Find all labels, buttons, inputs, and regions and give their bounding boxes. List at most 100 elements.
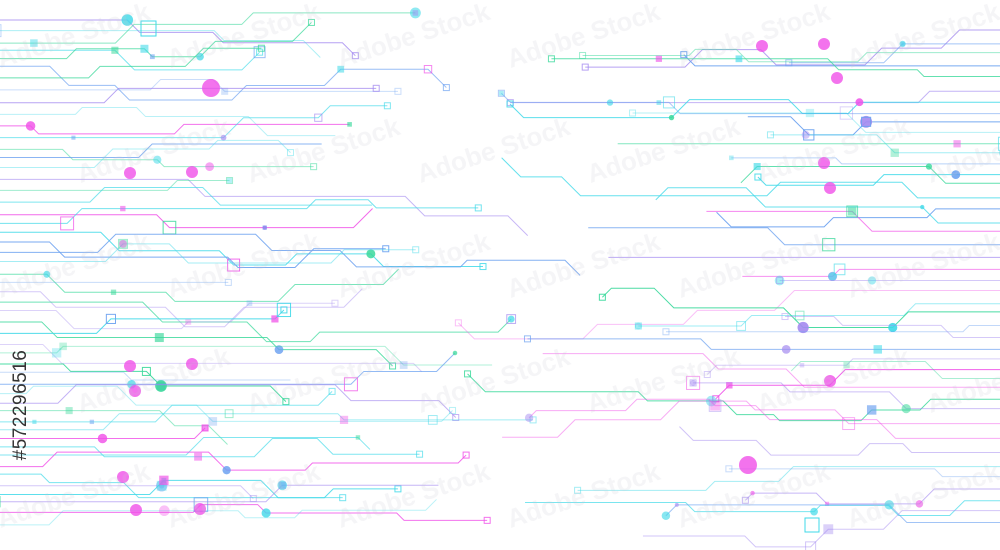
circuit-pad [149, 54, 155, 60]
trace-end-pad [412, 246, 420, 254]
circuit-pad-outline [997, 136, 1000, 151]
trace-end-pad [282, 398, 290, 406]
trace-end-pad [201, 424, 209, 432]
circuit-trace [665, 504, 1000, 523]
circuit-trace [655, 187, 1000, 224]
circuit-pad-outline [662, 96, 676, 109]
circuit-node [158, 505, 170, 517]
circuit-pad-outline [423, 65, 433, 74]
circuit-trace [501, 157, 1000, 199]
circuit-node [899, 40, 906, 48]
circuit-node [855, 98, 864, 107]
circuit-trace [0, 143, 322, 158]
circuit-node [452, 350, 458, 356]
stock-id-label: #572296516 [6, 310, 36, 500]
circuit-pad [824, 501, 830, 506]
circuit-trace [510, 90, 1000, 104]
trace-end-pad [464, 370, 472, 378]
gradient-dot [824, 375, 836, 387]
trace-end-pad [689, 379, 697, 387]
gradient-dot [124, 360, 136, 372]
circuit-trace [0, 301, 512, 343]
circuit-trace [706, 210, 1000, 232]
circuit-trace [0, 288, 363, 328]
trace-end-pad [574, 486, 582, 494]
circuit-node [915, 500, 924, 508]
gradient-dot [129, 385, 141, 397]
circuit-pad-outline [343, 377, 358, 392]
trace-end-pad [680, 51, 688, 59]
circuit-trace [0, 302, 335, 330]
circuit-pad [655, 55, 663, 62]
circuit-node [119, 240, 127, 248]
gradient-dot [739, 456, 757, 474]
circuit-trace [0, 199, 479, 224]
circuit-trace [742, 268, 1000, 277]
gradient-dot [824, 182, 836, 194]
circuit-node [524, 413, 534, 423]
circuit-pad [355, 435, 361, 440]
circuit-pad [805, 108, 815, 118]
circuit-trace [0, 47, 262, 79]
circuit-trace [0, 499, 437, 526]
trace-end-pad [452, 414, 460, 422]
circuit-pad [847, 207, 857, 216]
circuit-pad [271, 315, 279, 323]
trace-end-pad [442, 84, 450, 92]
circuit-node [888, 322, 898, 333]
trace-end-pad [712, 395, 720, 403]
circuit-trace [527, 338, 1000, 350]
circuit-node [205, 162, 214, 172]
circuit-trace [467, 373, 1000, 422]
circuit-pad-outline [861, 116, 872, 127]
circuit-node [860, 115, 873, 128]
circuit-trace [0, 410, 228, 445]
circuit-trace [0, 321, 393, 367]
circuit-node [261, 508, 271, 518]
trace-end-pad [725, 465, 733, 473]
circuit-trace [731, 157, 1000, 165]
circuit-pad [226, 177, 233, 184]
gradient-dot [117, 471, 129, 483]
trace-end-pad [483, 516, 491, 524]
circuit-node [750, 490, 755, 496]
circuit-trace [602, 287, 1000, 328]
gradient-dot [194, 503, 206, 515]
circuit-trace [0, 391, 333, 423]
trace-end-pad [703, 371, 711, 379]
circuit-pad-outline [803, 129, 815, 141]
circuit-node [797, 321, 809, 334]
circuit-trace [744, 488, 1000, 505]
circuit-trace [0, 186, 373, 206]
circuit-trace [788, 43, 1000, 64]
circuit-trace [0, 19, 356, 57]
circuit-trace [0, 371, 291, 381]
circuit-node [920, 204, 925, 210]
circuit-trace [525, 500, 1000, 516]
circuit-pad [843, 362, 850, 369]
trace-end-pad [474, 204, 482, 212]
circuit-node [951, 170, 961, 180]
trace-end-pad [741, 496, 749, 504]
circuit-trace [790, 360, 1000, 380]
circuit-pad [208, 417, 218, 426]
trace-end-pad [226, 177, 234, 185]
trace-end-pad [256, 48, 264, 56]
trace-end-pad [529, 416, 537, 424]
trace-end-pad [339, 494, 347, 502]
circuit-trace [0, 427, 206, 440]
circuit-pad [140, 44, 149, 53]
circuit-pad [823, 524, 834, 535]
trace-end-pad [581, 63, 589, 71]
trace-end-pad [497, 89, 505, 97]
circuit-trace [0, 345, 493, 366]
gradient-dot [756, 40, 768, 52]
trace-end-pad [449, 406, 457, 414]
circuit-trace [770, 134, 1000, 154]
trace-end-pad [310, 163, 318, 171]
circuit-trace [0, 139, 291, 169]
trace-end-pad [383, 102, 391, 110]
circuit-trace [0, 107, 336, 137]
trace-end-pad [479, 263, 487, 271]
